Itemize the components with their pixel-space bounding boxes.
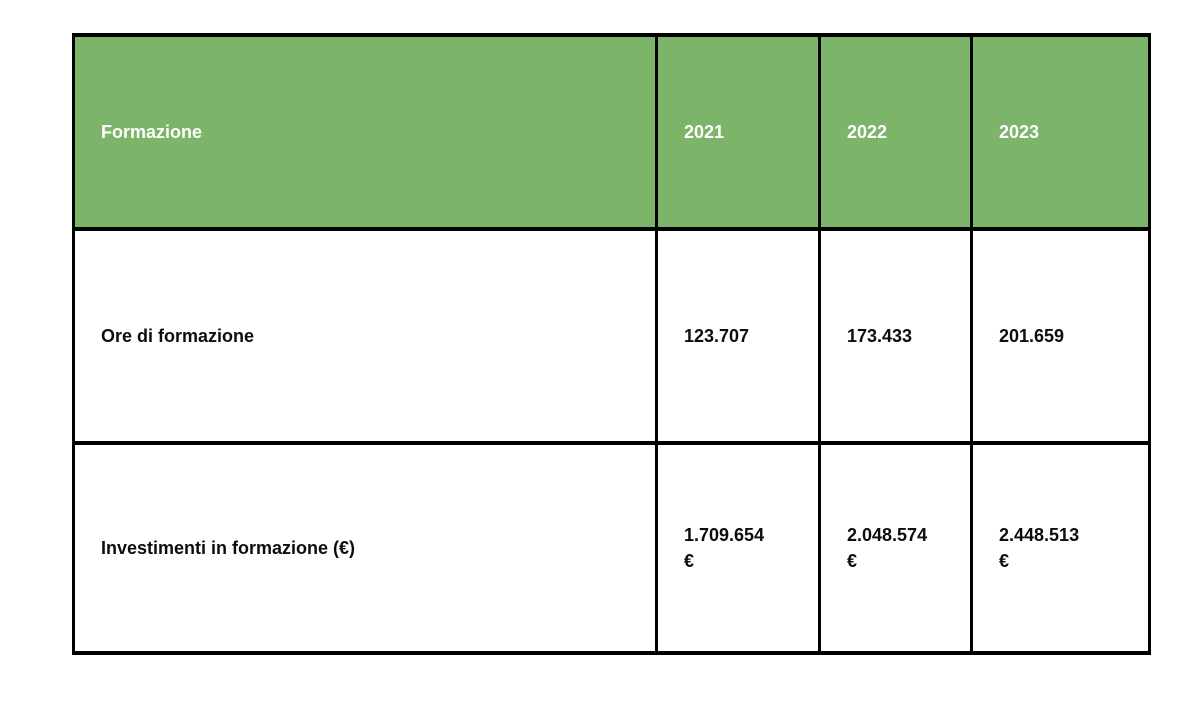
header-cell-formazione: Formazione bbox=[72, 33, 658, 231]
table-row-ore-di-formazione: Ore di formazione 123.707 173.433 201.65… bbox=[72, 227, 1151, 445]
table-body: Ore di formazione 123.707 173.433 201.65… bbox=[72, 227, 1151, 655]
header-cell-2023: 2023 bbox=[970, 33, 1151, 231]
value-amount-2023: 2.448.513 bbox=[999, 525, 1080, 545]
currency-symbol-2021: € bbox=[684, 551, 695, 571]
value-cell-investimenti-2023: 2.448.513 € bbox=[970, 441, 1151, 655]
table-header: Formazione 2021 2022 2023 bbox=[72, 33, 1151, 231]
table-row-investimenti: Investimenti in formazione (€) 1.709.654… bbox=[72, 441, 1151, 655]
header-cell-2022: 2022 bbox=[818, 33, 973, 231]
row-label-investimenti: Investimenti in formazione (€) bbox=[72, 441, 658, 655]
value-cell-ore-2022: 173.433 bbox=[818, 227, 973, 445]
value-cell-ore-2023: 201.659 bbox=[970, 227, 1151, 445]
value-amount-2022: 2.048.574 bbox=[847, 525, 928, 545]
value-cell-investimenti-2021: 1.709.654 € bbox=[655, 441, 821, 655]
header-row: Formazione 2021 2022 2023 bbox=[72, 33, 1151, 231]
formazione-table: Formazione 2021 2022 2023 Ore di formazi… bbox=[72, 33, 1151, 655]
header-cell-2021: 2021 bbox=[655, 33, 821, 231]
value-cell-ore-2021: 123.707 bbox=[655, 227, 821, 445]
currency-symbol-2023: € bbox=[999, 551, 1010, 571]
value-cell-investimenti-2022: 2.048.574 € bbox=[818, 441, 973, 655]
value-amount-2021: 1.709.654 bbox=[684, 525, 765, 545]
currency-symbol-2022: € bbox=[847, 551, 858, 571]
row-label-ore-di-formazione: Ore di formazione bbox=[72, 227, 658, 445]
